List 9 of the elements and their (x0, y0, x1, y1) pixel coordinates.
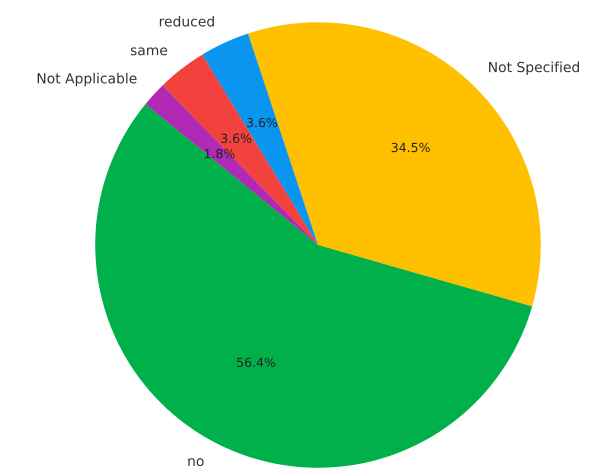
data-label: 56.4% (237, 358, 276, 368)
data-label: 34.5% (392, 142, 430, 152)
slice-label: Not Applicable (38, 72, 137, 86)
slice-label: reduced (160, 16, 214, 27)
slice-label: Not Specified (489, 62, 579, 75)
data-label: 3.6% (221, 134, 252, 143)
slice-label: same (130, 47, 168, 56)
slice-label: no (188, 458, 204, 466)
data-label: 3.6% (246, 118, 278, 128)
